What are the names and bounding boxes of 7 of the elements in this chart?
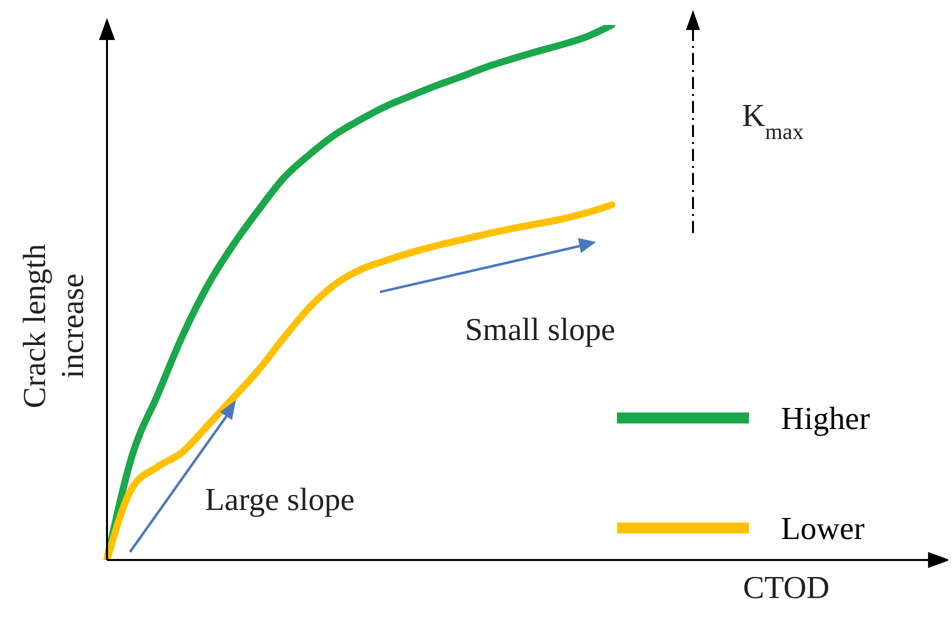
- x-axis-title: CTOD: [743, 569, 830, 605]
- annotation: Small slope: [465, 311, 616, 347]
- annotation: K$_{max}$: [742, 97, 804, 144]
- legend-label: Higher: [781, 400, 870, 436]
- legend-label: Lower: [781, 510, 865, 546]
- annotation: Large slope: [205, 481, 355, 517]
- y-axis-title: Crack length increase: [15, 242, 91, 410]
